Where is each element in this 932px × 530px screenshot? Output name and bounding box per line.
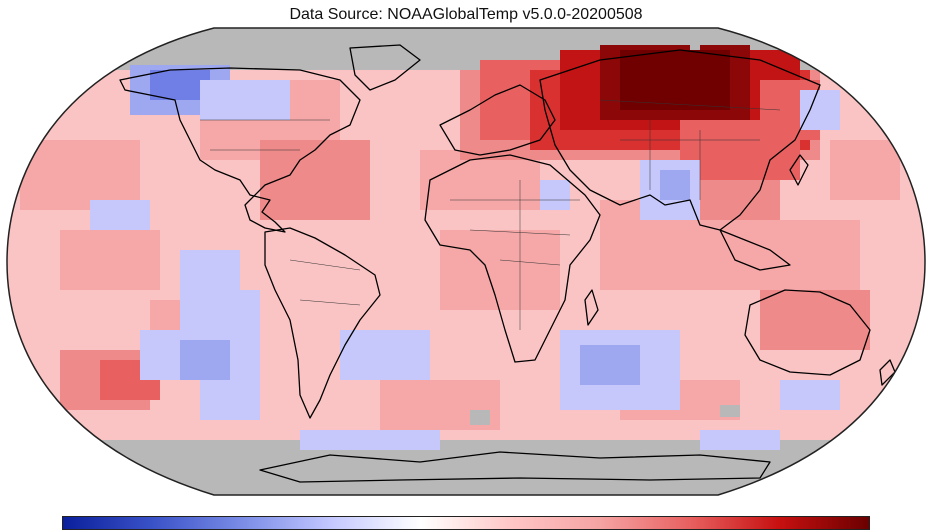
cell [760,290,870,350]
cell [180,290,260,330]
cell [550,35,562,43]
cell [440,230,560,310]
cell [470,410,490,425]
south-america-outline [264,227,381,419]
cell [700,220,860,290]
cell [620,50,730,110]
southeast-asia-outline [719,229,791,271]
cell [800,90,840,130]
cell [60,230,160,290]
cell [340,330,430,380]
border [599,99,781,200]
madagascar-outline [584,289,599,326]
border [200,119,361,306]
colorbar [62,516,870,530]
cell [580,345,640,385]
australia-outline [744,289,871,376]
greenland-outline [349,44,421,91]
antarctica-outline [259,451,771,483]
missing-data-cells [470,35,740,425]
cell [200,380,260,420]
globe-outline [6,27,926,496]
cell [300,430,440,450]
cell [180,250,240,290]
border [450,180,580,330]
cell [720,405,740,417]
africa-outline [424,154,601,363]
missing-data-antarctic [7,440,925,495]
cell [700,180,780,220]
north-america-outline [119,67,361,233]
eurasia-warm-anomaly [460,45,820,220]
cell [20,140,140,210]
cell [780,380,840,410]
cell [660,170,690,200]
country-borders [200,99,781,330]
japan-outline [789,154,809,186]
cool-anomaly-cells [90,65,840,450]
cell [180,340,230,380]
map-title: Data Source: NOAAGlobalTemp v5.0.0-20200… [289,6,643,23]
europe-outline [439,84,556,156]
cell [830,140,900,200]
cell [540,180,570,210]
cell [200,80,290,120]
cell [690,40,700,50]
cell [90,200,150,230]
cell [700,430,780,450]
